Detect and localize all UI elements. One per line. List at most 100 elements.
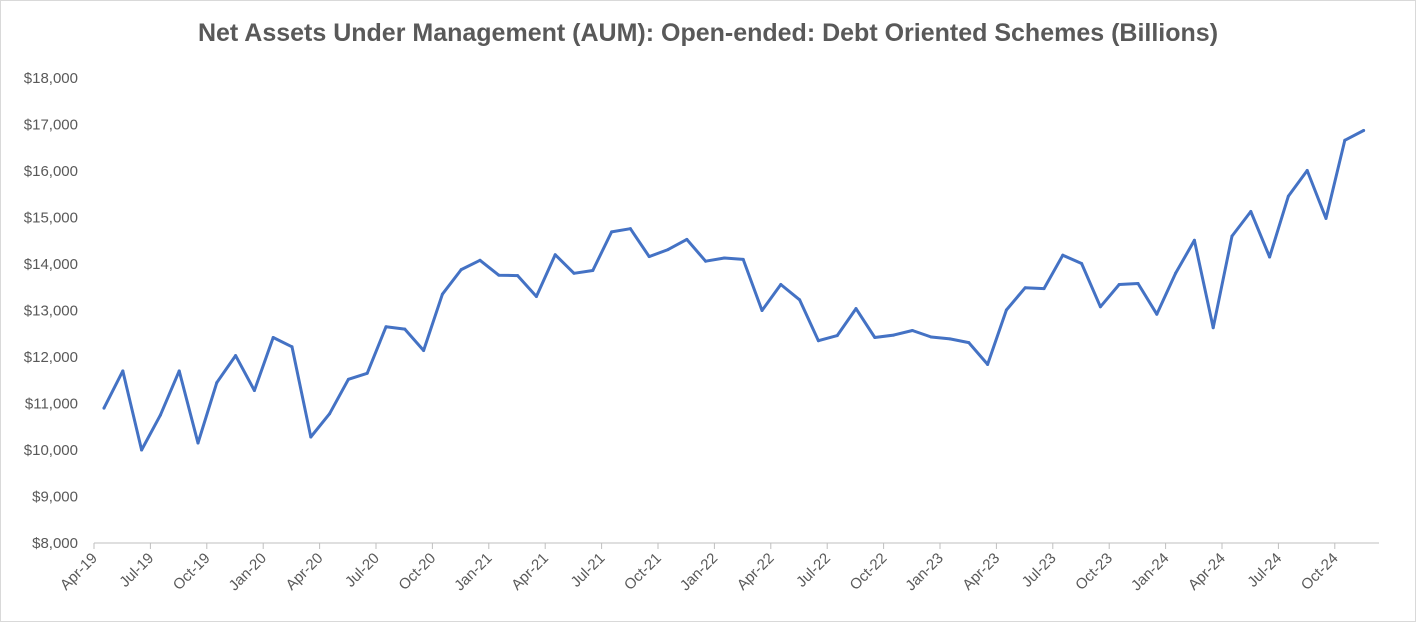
data-point (553, 253, 557, 257)
x-tick-label: Jan-24 (1128, 550, 1172, 594)
data-point (422, 348, 426, 352)
x-tick-label: Jan-21 (451, 550, 495, 594)
x-tick-label: Apr-19 (57, 550, 101, 594)
data-point (1324, 216, 1328, 220)
data-point (309, 435, 313, 439)
x-tick-label: Oct-20 (395, 550, 439, 594)
data-point (290, 345, 294, 349)
chart-title: Net Assets Under Management (AUM): Open-… (197, 19, 1219, 47)
x-tick-label: Jan-20 (226, 550, 270, 594)
data-point (892, 333, 896, 337)
data-point (910, 328, 914, 332)
data-point (403, 327, 407, 331)
y-axis: $8,000 $9,000 $10,000 $11,000 $12,000 $13,000… (24, 70, 78, 552)
x-tick-label: Apr-21 (508, 550, 552, 594)
data-point (948, 337, 952, 341)
x-axis: Apr-19 Jul-19 Oct-19 Jan-20 Apr-20 Jul-20 Oct-… (57, 543, 1342, 594)
data-point (1343, 138, 1347, 142)
y-tick-label: $8,000 (32, 535, 78, 552)
y-tick-label: $13,000 (24, 303, 78, 320)
data-point (478, 258, 482, 262)
x-tick-label: Oct-24 (1298, 550, 1342, 594)
data-point (384, 325, 388, 329)
data-point (252, 388, 256, 392)
x-tick-label: Jul-20 (342, 550, 383, 591)
data-point (1268, 255, 1272, 259)
data-point (741, 257, 745, 261)
data-point (704, 259, 708, 263)
data-point (835, 334, 839, 338)
data-point (722, 256, 726, 260)
data-point (610, 230, 614, 234)
data-point (779, 282, 783, 286)
data-point (572, 271, 576, 275)
data-point (986, 362, 990, 366)
data-point (121, 369, 125, 373)
data-point (459, 268, 463, 272)
data-point (271, 335, 275, 339)
data-point (1155, 312, 1159, 316)
data-point (1004, 308, 1008, 312)
data-point (215, 381, 219, 385)
data-point (1080, 262, 1084, 266)
y-tick-label: $10,000 (24, 442, 78, 459)
data-point (365, 371, 369, 375)
x-tick-label: Oct-22 (847, 550, 891, 594)
y-tick-label: $12,000 (24, 349, 78, 366)
series-line (102, 129, 1366, 452)
y-tick-label: $9,000 (32, 489, 78, 506)
y-tick-label: $18,000 (24, 70, 78, 87)
data-point (140, 448, 144, 452)
data-point (234, 354, 238, 358)
data-point (760, 309, 764, 312)
x-tick-label: Jul-24 (1244, 550, 1285, 591)
data-point (1023, 286, 1027, 290)
x-tick-label: Jul-23 (1019, 550, 1060, 591)
data-point (1098, 305, 1102, 309)
data-point (1117, 282, 1121, 286)
data-point (1174, 271, 1178, 275)
data-point (346, 377, 350, 381)
x-tick-label: Apr-22 (734, 550, 778, 594)
x-tick-label: Apr-23 (959, 550, 1003, 594)
y-tick-label: $15,000 (24, 210, 78, 227)
data-point (1136, 282, 1140, 286)
data-point (591, 269, 595, 273)
data-point (440, 292, 444, 296)
x-tick-label: Jan-22 (677, 550, 721, 594)
data-point (177, 369, 181, 373)
x-tick-label: Jul-21 (568, 550, 609, 591)
x-tick-label: Jul-19 (116, 550, 157, 591)
data-point (816, 339, 820, 343)
data-point (516, 274, 520, 278)
y-tick-label: $14,000 (24, 256, 78, 273)
data-point (497, 273, 501, 277)
data-point (647, 255, 651, 259)
y-tick-label: $17,000 (24, 117, 78, 134)
data-point (1362, 129, 1366, 133)
data-point (102, 406, 106, 410)
data-point (967, 341, 971, 345)
data-point (1042, 287, 1046, 291)
data-point (1249, 209, 1253, 213)
x-tick-label: Apr-20 (283, 550, 327, 594)
y-tick-label: $16,000 (24, 163, 78, 180)
data-point (196, 441, 200, 445)
x-tick-label: Apr-24 (1185, 550, 1229, 594)
data-point (1211, 326, 1215, 330)
y-tick-label: $11,000 (25, 396, 78, 413)
x-tick-label: Oct-21 (621, 550, 665, 594)
x-tick-label: Oct-19 (170, 550, 214, 594)
data-point (328, 412, 332, 416)
data-point (666, 248, 670, 252)
data-point (158, 413, 162, 417)
data-point (1192, 238, 1196, 242)
data-point (929, 335, 933, 339)
data-point (1305, 169, 1309, 173)
data-points (102, 129, 1366, 452)
data-point (628, 227, 632, 231)
data-point (798, 298, 802, 302)
data-point (534, 295, 538, 299)
